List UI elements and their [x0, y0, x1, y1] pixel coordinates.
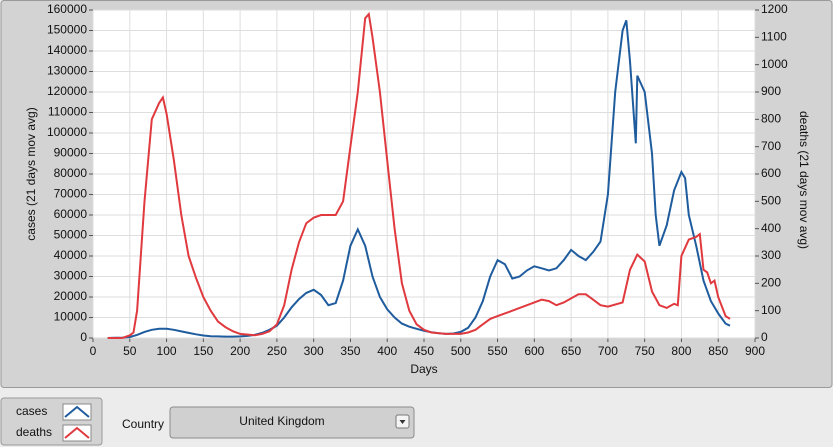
y-tick-label: 110000: [48, 105, 87, 119]
series-line: [107, 11, 731, 339]
y-tick-label: 10000: [54, 310, 88, 324]
y2-tick-label: 100: [761, 303, 781, 317]
country-value[interactable]: United Kingdom: [239, 414, 324, 428]
x-tick-label: 700: [598, 344, 618, 358]
y2-tick-label: 600: [761, 166, 781, 180]
legend-swatch-box: [62, 403, 92, 421]
x-tick-label: 650: [561, 344, 581, 358]
y2-tick-label: 800: [761, 112, 781, 126]
y-tick-label: 20000: [54, 289, 88, 303]
y2-tick-label: 0: [761, 330, 768, 344]
marks: [107, 11, 731, 339]
x-tick-label: 800: [671, 344, 691, 358]
y2-tick-label: 1200: [761, 2, 788, 16]
x-tick-label: 50: [123, 344, 137, 358]
country-label: Country: [122, 417, 164, 431]
y-tick-label: 80000: [54, 166, 88, 180]
dropdown-arrow[interactable]: [399, 420, 406, 424]
legend-items: cases deaths: [16, 403, 92, 442]
x-tick-label: 900: [745, 344, 765, 358]
y2-axis-label: deaths (21 days mov avg): [797, 111, 811, 249]
legend-swatch: [64, 405, 90, 418]
y2-tick-label: 500: [761, 194, 781, 208]
x-tick-label: 550: [488, 344, 508, 358]
x-tick-label: 350: [340, 344, 360, 358]
y-tick-label: 60000: [54, 207, 88, 221]
x-tick-label: 450: [414, 344, 434, 358]
x-tick-label: 400: [377, 344, 397, 358]
y-tick-label: 130000: [47, 64, 87, 78]
x-axis-label: Days: [410, 362, 437, 376]
x-tick-label: 100: [157, 344, 177, 358]
y-axis-label: cases (21 days mov avg): [24, 107, 38, 240]
y2-tick-label: 300: [761, 248, 781, 262]
y-tick-label: 0: [80, 330, 87, 344]
x-tick-label: 150: [193, 344, 213, 358]
y2-tick-label: 1000: [761, 57, 788, 71]
y-tick-label: 30000: [54, 269, 88, 283]
y-tick-label: 70000: [54, 187, 88, 201]
legend-swatch: [64, 426, 90, 439]
y-tick-label: 50000: [54, 228, 88, 242]
y-tick-label: 100000: [47, 125, 87, 139]
y-tick-label: 150000: [47, 23, 87, 37]
x-tick-label: 750: [635, 344, 655, 358]
y-tick-label: 40000: [54, 248, 88, 262]
y2-tick-label: 400: [761, 221, 781, 235]
y-tick-label: 160000: [47, 2, 87, 16]
x-tick-label: 600: [524, 344, 544, 358]
country-dropdown[interactable]: [169, 406, 415, 439]
y2-tick-label: 200: [761, 276, 781, 290]
legend-label: cases: [16, 404, 47, 418]
y-tick-label: 120000: [47, 84, 87, 98]
x-tick-label: 500: [451, 344, 471, 358]
y2-tick-label: 1100: [761, 30, 787, 44]
legend-label: deaths: [16, 425, 52, 439]
y2-tick-label: 700: [761, 139, 781, 153]
x-tick-label: 250: [267, 344, 287, 358]
x-tick-label: 200: [230, 344, 250, 358]
y2-tick-label: 900: [761, 84, 781, 98]
y-tick-label: 140000: [47, 43, 87, 57]
x-tick-label: 0: [90, 344, 97, 358]
x-tick-label: 300: [304, 344, 324, 358]
y-tick-label: 90000: [54, 146, 88, 160]
legend-swatch-box: [62, 424, 92, 442]
x-tick-label: 850: [708, 344, 728, 358]
